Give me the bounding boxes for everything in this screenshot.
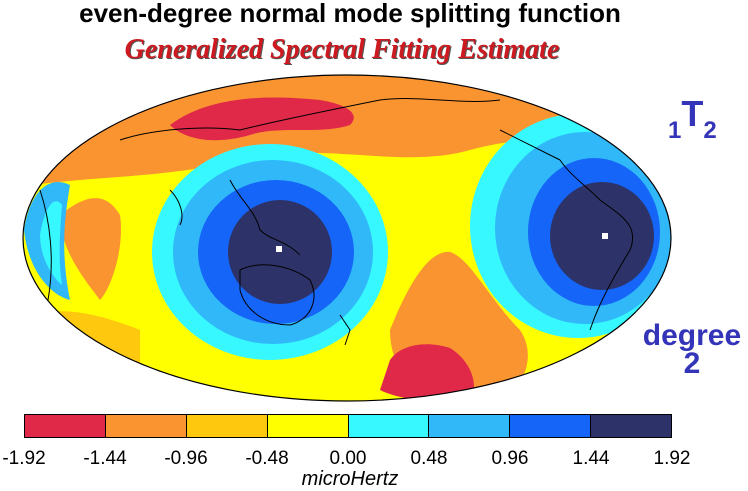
colorbar-segment	[510, 415, 592, 437]
colorbar-tick-label: 1.92	[653, 448, 691, 469]
colorbar-units: microHertz	[301, 468, 399, 490]
mode-suffix: 2	[703, 117, 717, 144]
colorbar-tick-label: -1.92	[2, 448, 46, 469]
degree-word: degree	[642, 319, 742, 352]
colorbar-ticks: -1.92 -1.44 -0.96 -0.48 0.00 0.48 0.96 1.44 1.92	[0, 448, 748, 470]
north-red-low	[170, 97, 354, 141]
colorbar-segment	[267, 415, 349, 437]
colorbar-tick-label: -0.48	[245, 448, 289, 469]
colorbar-tick-label: 0.96	[491, 448, 529, 469]
chart-subtitle: Generalized Spectral Fitting Estimate	[124, 34, 560, 65]
south-red-low	[380, 344, 474, 401]
colorbar-segment	[348, 415, 430, 437]
chart-title: even-degree normal mode splitting functi…	[79, 0, 621, 28]
globe-outline	[22, 74, 672, 402]
colorbar-segment	[429, 415, 511, 437]
colorbar-tick-label: 0.00	[329, 448, 367, 469]
colorbar	[24, 414, 672, 438]
colorbar-segment	[105, 415, 187, 437]
indian-ocean-orange	[60, 198, 121, 300]
colorbar-segment	[186, 415, 268, 437]
colorbar-tick-label: 0.48	[410, 448, 448, 469]
splitting-function-map	[22, 74, 672, 402]
coastlines	[39, 98, 634, 346]
mode-label: 1T2	[668, 93, 717, 145]
colorbar-tick-label: -1.44	[83, 448, 127, 469]
colorbar-segment	[591, 415, 671, 437]
east-high-marker	[602, 233, 608, 239]
colorbar-segment	[25, 415, 106, 437]
colorbar-tick-label: -0.96	[164, 448, 208, 469]
map-fill	[23, 75, 671, 401]
mode-letter: T	[681, 93, 704, 134]
mode-prefix: 1	[668, 117, 682, 144]
degree-number: 2	[683, 347, 701, 380]
southwest-gold	[23, 311, 140, 401]
west-high-marker	[276, 246, 282, 252]
degree-label: degree 2	[636, 319, 748, 380]
colorbar-tick-label: 1.44	[572, 448, 610, 469]
